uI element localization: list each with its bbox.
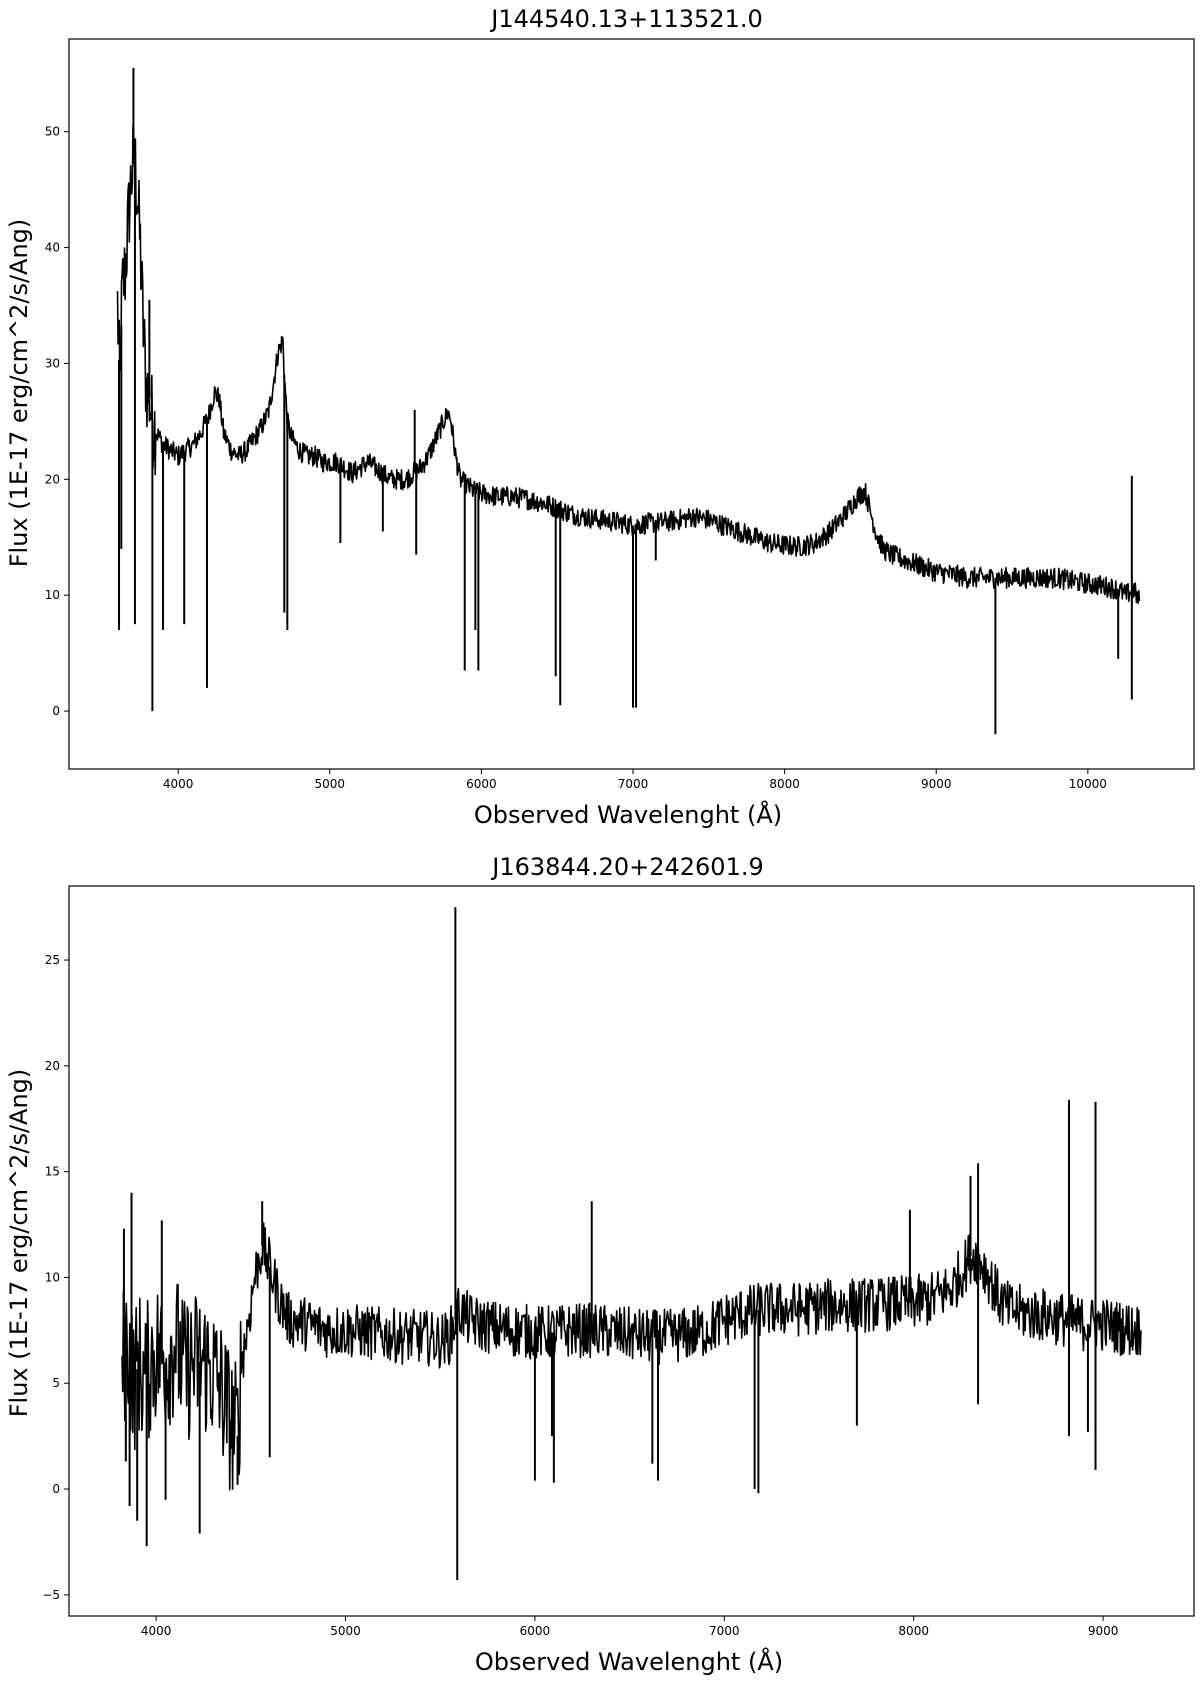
- chart-1-frame: [68, 38, 1195, 770]
- chart-2-x-tick-label: 9000: [1088, 1624, 1119, 1638]
- chart-2-y-tick-label: 15: [45, 1165, 60, 1179]
- chart-1-y-ticks: 0 10 20 30 40 50: [45, 125, 69, 718]
- chart-2-x-tick-label: 6000: [520, 1624, 551, 1638]
- chart-1-x-tick-label: 7000: [618, 777, 649, 791]
- chart-1-y-tick-label: 50: [45, 125, 60, 139]
- chart-2-y-tick-label: 5: [52, 1376, 60, 1390]
- chart-2-x-tick-label: 7000: [709, 1624, 740, 1638]
- chart-2-title: J163844.20+242601.9: [490, 853, 764, 881]
- chart-2-x-tick-label: 4000: [141, 1624, 172, 1638]
- chart-2-y-tick-label: 0: [52, 1482, 60, 1496]
- chart-2-x-axis-label: Observed Wavelenght (Å): [475, 1647, 783, 1676]
- chart-2-plot-area: [121, 907, 1142, 1581]
- chart-1-plot-area: [116, 67, 1141, 735]
- chart-1-x-tick-label: 10000: [1069, 777, 1107, 791]
- chart-2-y-tick-label: −5: [42, 1588, 60, 1602]
- chart-2-x-tick-label: 5000: [330, 1624, 361, 1638]
- chart-2-y-tick-label: 20: [45, 1059, 60, 1073]
- chart-1-x-ticks: 4000 5000 6000 7000 8000 9000 10000: [163, 769, 1107, 791]
- chart-1-y-tick-label: 30: [45, 356, 60, 370]
- chart-1-y-tick-label: 40: [45, 241, 60, 255]
- chart-1-x-tick-label: 5000: [315, 777, 346, 791]
- chart-1-y-tick-label: 10: [45, 588, 60, 602]
- chart-2-y-tick-label: 10: [45, 1270, 60, 1284]
- chart-1-title: J144540.13+113521.0: [489, 5, 763, 33]
- chart-1-y-axis-label: Flux (1E-17 erg/cm^2/s/Ang): [5, 219, 33, 568]
- chart-1: J144540.13+113521.0 4000 5000 6000 7000 8000…: [5, 5, 1195, 829]
- chart-2-series-line: [121, 1222, 1142, 1491]
- chart-2-x-ticks: 4000 5000 6000 7000 8000 9000: [141, 1616, 1119, 1638]
- chart-1-y-tick-label: 0: [52, 704, 60, 718]
- chart-2-y-tick-label: 25: [45, 953, 60, 967]
- chart-2-y-ticks: −5 0 5 10 15 20 25: [42, 953, 69, 1602]
- chart-2-x-tick-label: 8000: [898, 1624, 929, 1638]
- chart-2: J163844.20+242601.9 4000 5000 6000 7000 8000…: [5, 853, 1195, 1676]
- chart-1-x-tick-label: 6000: [466, 777, 497, 791]
- chart-1-x-tick-label: 9000: [921, 777, 952, 791]
- chart-1-x-tick-label: 4000: [163, 777, 194, 791]
- chart-1-x-axis-label: Observed Wavelenght (Å): [474, 800, 782, 829]
- chart-2-frame: [68, 885, 1195, 1617]
- chart-2-y-axis-label: Flux (1E-17 erg/cm^2/s/Ang): [5, 1069, 33, 1418]
- chart-1-x-tick-label: 8000: [769, 777, 800, 791]
- chart-1-series-line: [116, 124, 1141, 604]
- chart-1-y-tick-label: 20: [45, 472, 60, 486]
